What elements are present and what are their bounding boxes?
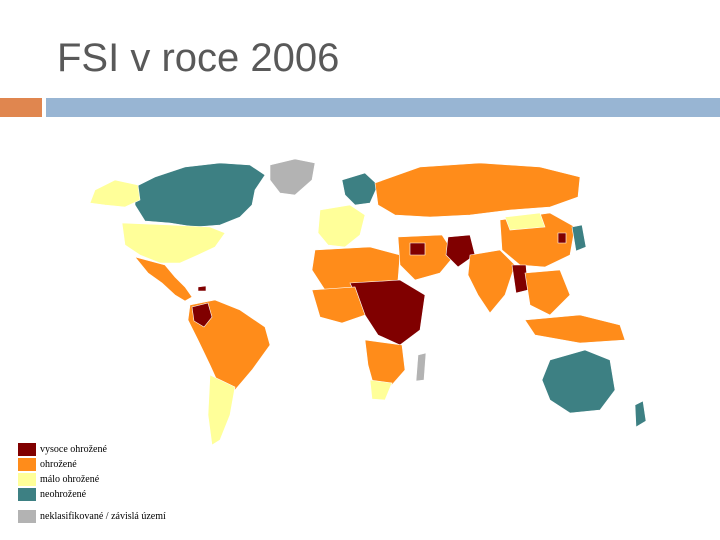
- region-west-africa: [311, 286, 366, 324]
- region-mongolia: [504, 212, 546, 231]
- region-southern-cone: [207, 374, 236, 446]
- region-greenland: [269, 158, 316, 196]
- region-central-africa: [349, 279, 426, 346]
- region-canada: [134, 162, 266, 228]
- legend-swatch: [18, 458, 36, 471]
- legend-item: neklasifikované / závislá území: [18, 509, 166, 524]
- region-madagascar: [415, 352, 427, 382]
- legend-label: neohrožené: [40, 489, 87, 500]
- region-russia: [374, 162, 581, 218]
- region-middle-east: [397, 234, 456, 281]
- legend-label: vysoce ohrožené: [40, 444, 107, 455]
- region-japan: [571, 224, 587, 252]
- region-colombia: [191, 302, 213, 328]
- region-india: [467, 249, 516, 314]
- region-australia: [541, 349, 616, 414]
- legend-label: ohrožené: [40, 459, 77, 470]
- legend-swatch: [18, 473, 36, 486]
- region-scandinavia: [341, 172, 379, 206]
- accent-bar-right: [46, 98, 720, 117]
- region-new-zealand: [634, 400, 647, 428]
- region-afghanistan: [445, 234, 476, 268]
- legend-item: málo ohrožené: [18, 472, 166, 487]
- region-western-europe: [317, 204, 366, 248]
- accent-bar-left: [0, 98, 42, 117]
- region-south-america: [187, 299, 271, 391]
- legend-swatch: [18, 510, 36, 523]
- region-haiti: [197, 285, 207, 292]
- region-north-korea: [557, 232, 567, 244]
- legend-item: vysoce ohrožené: [18, 442, 166, 457]
- legend-label: málo ohrožené: [40, 474, 100, 485]
- legend-swatch: [18, 488, 36, 501]
- legend-label: neklasifikované / závislá území: [40, 511, 166, 522]
- region-iraq: [409, 242, 426, 256]
- legend: vysoce ohrožené ohrožené málo ohrožené n…: [18, 442, 166, 524]
- region-alaska: [89, 179, 141, 208]
- region-usa: [121, 222, 226, 264]
- world-map: [89, 158, 647, 446]
- region-indonesia: [524, 314, 626, 344]
- legend-item: ohrožené: [18, 457, 166, 472]
- legend-item: neohrožené: [18, 487, 166, 502]
- region-south-africa: [369, 379, 393, 401]
- legend-swatch: [18, 443, 36, 456]
- region-mexico: [134, 256, 193, 302]
- region-myanmar: [511, 264, 529, 294]
- region-southeast-asia: [524, 269, 571, 316]
- slide-title: FSI v roce 2006: [57, 36, 340, 80]
